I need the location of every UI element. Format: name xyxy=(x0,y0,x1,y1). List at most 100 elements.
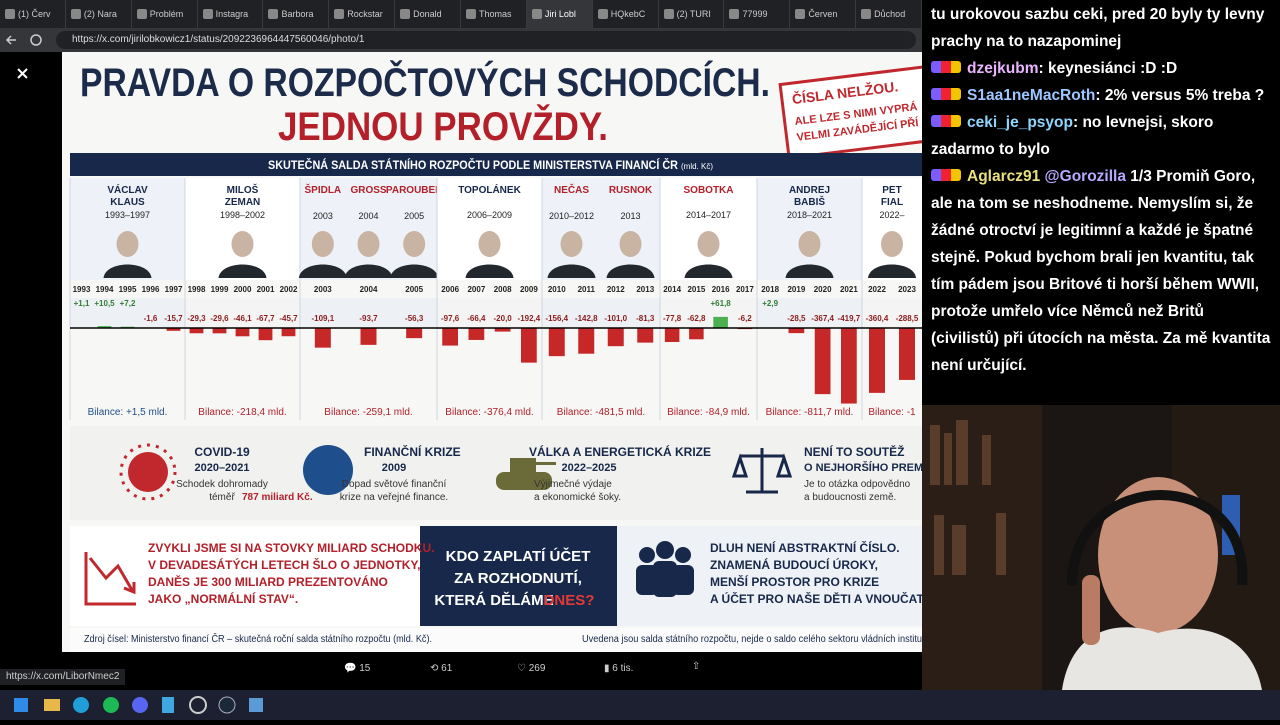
value-label: -67,7 xyxy=(256,314,275,323)
reply-count: 15 xyxy=(359,663,371,674)
term: 2005 xyxy=(404,211,424,221)
repost-count: 61 xyxy=(441,663,453,674)
bar xyxy=(713,316,728,328)
year-label: 1993 xyxy=(73,285,91,294)
bilance: Bilance: -1 xyxy=(868,407,916,418)
value-label: -29,3 xyxy=(187,314,206,323)
repost-button[interactable]: ⟲ 61 xyxy=(430,663,453,674)
like-button[interactable]: ♡ 269 xyxy=(517,663,546,674)
header-panel xyxy=(757,178,862,280)
views-button[interactable]: ▮ 6 tis. xyxy=(604,663,634,674)
portrait-body xyxy=(606,264,655,278)
address-bar[interactable]: https://x.com/jirilobkowicz1/status/2092… xyxy=(56,31,916,49)
year-label: 1996 xyxy=(142,285,160,294)
value-row xyxy=(300,298,437,327)
browser-tab[interactable]: Jiri Lobl xyxy=(526,0,593,28)
year-label: 2022 xyxy=(868,285,886,294)
chat-username[interactable]: dzejkubm xyxy=(967,60,1039,77)
year-label: 1995 xyxy=(119,285,137,294)
politician-name: RUSNOK xyxy=(609,185,653,196)
bar xyxy=(360,328,377,345)
chat-message: S1aa1neMacRoth: 2% versus 5% treba ? xyxy=(931,82,1272,109)
politician-name: KLAUS xyxy=(110,197,145,208)
browser-tab[interactable]: (2) TURI xyxy=(659,0,725,28)
portrait-head xyxy=(881,231,903,257)
browser-tab[interactable]: Donald xyxy=(395,0,462,28)
year-label: 2013 xyxy=(636,285,654,294)
bilance: Bilance: -84,9 mld. xyxy=(667,407,750,418)
browser-tab[interactable]: (1) Červ xyxy=(0,0,66,28)
close-button[interactable] xyxy=(17,68,28,79)
portrait-head xyxy=(798,231,821,257)
bar xyxy=(258,328,273,341)
crisis-text: Je to otázka odpovědno xyxy=(804,479,911,490)
portrait-body xyxy=(868,264,916,278)
value-row xyxy=(437,298,542,327)
crisis-text: a budoucnosti země. xyxy=(804,492,896,503)
term: 1998–2002 xyxy=(220,210,265,220)
politician-name: SOBOTKA xyxy=(684,185,734,196)
chat-username[interactable]: S1aa1neMacRoth xyxy=(967,87,1096,104)
reply-button[interactable]: 💬 15 xyxy=(344,663,371,674)
value-row xyxy=(757,298,862,327)
value-label: -156,4 xyxy=(545,314,568,323)
crisis-text: Schodek dohromady xyxy=(176,479,268,490)
chat-panel: tu urokovou sazbu ceki, pred 20 byly ty … xyxy=(922,0,1280,405)
like-count: 269 xyxy=(528,663,546,674)
value-label: -288,5 xyxy=(896,314,919,323)
header-panel xyxy=(862,178,922,280)
bottom-mid-highlight: DNES? xyxy=(544,592,595,609)
stamp: ČÍSLA NELŽOU. ALE LZE S NIMI VYPRÁ VELMI… xyxy=(778,63,922,160)
tank-icon xyxy=(496,458,556,490)
bar xyxy=(869,328,885,393)
chat-text: : keynesiánci :D :D xyxy=(1038,60,1178,77)
value-label: -1,6 xyxy=(144,314,158,323)
year-label: 2002 xyxy=(280,285,298,294)
crisis-period: 2022–2025 xyxy=(561,462,616,474)
portrait-body xyxy=(390,264,439,278)
politician-name: ŠPIDLA xyxy=(304,183,341,196)
chat-text: tu urokovou sazbu ceki, pred 20 byly ty … xyxy=(931,6,1265,50)
bar xyxy=(548,328,565,357)
portrait-head xyxy=(560,231,583,257)
status-url: https://x.com/LiborNmec2 xyxy=(0,669,126,685)
chat-username[interactable]: ceki_je_psyop xyxy=(967,114,1073,131)
chat-text: : no levnejsi, skoro zadarmo to bylo xyxy=(931,114,1214,158)
chat-username[interactable]: Aglarcz91 xyxy=(967,168,1041,185)
browser-tab[interactable]: (2) Nara xyxy=(66,0,132,28)
browser-tab[interactable]: Thomas xyxy=(461,0,527,28)
browser-tab[interactable]: Instagra xyxy=(198,0,264,28)
covid-icon xyxy=(119,443,177,501)
year-label: 2001 xyxy=(257,285,275,294)
bar xyxy=(637,328,654,343)
bottom-left-text: JAKO „NORMÁLNÍ STAV“. xyxy=(148,591,298,606)
year-label: 2012 xyxy=(607,285,625,294)
bottom-right-text: MENŠÍ PROSTOR PRO KRIZE xyxy=(710,574,879,589)
value-label: -109,1 xyxy=(311,314,334,323)
header-panel xyxy=(300,178,437,280)
browser-tab[interactable]: Barbora xyxy=(263,0,330,28)
portrait-head xyxy=(697,231,720,257)
politician-name: FIAL xyxy=(881,197,903,208)
portrait-head xyxy=(231,231,254,257)
year-label: 2023 xyxy=(898,285,916,294)
browser-tab[interactable]: Problém xyxy=(132,0,198,28)
browser-tab[interactable]: Důchod xyxy=(856,0,922,28)
subtitle-unit: (mld. Kč) xyxy=(681,162,713,171)
browser-tab[interactable]: 77999 xyxy=(724,0,791,28)
browser-tab[interactable]: HQkebC xyxy=(593,0,659,28)
bar xyxy=(468,328,485,340)
year-label: 1994 xyxy=(96,285,114,294)
year-label: 2016 xyxy=(712,285,730,294)
taskbar xyxy=(0,690,1280,720)
tab-bar: (1) Červ (2) Nara Problém Instagra Barbora Ro… xyxy=(0,0,922,28)
bilance: Bilance: -376,4 mld. xyxy=(445,407,533,418)
browser-tab[interactable]: Červen xyxy=(790,0,857,28)
value-label: -62,8 xyxy=(687,314,706,323)
bilance: Bilance: -218,4 mld. xyxy=(198,407,286,418)
share-button[interactable]: ⇧ xyxy=(692,661,701,672)
year-label: 2008 xyxy=(494,285,512,294)
browser-tab[interactable]: Rockstar xyxy=(329,0,396,28)
decline-icon xyxy=(84,552,136,606)
bar xyxy=(166,328,181,331)
